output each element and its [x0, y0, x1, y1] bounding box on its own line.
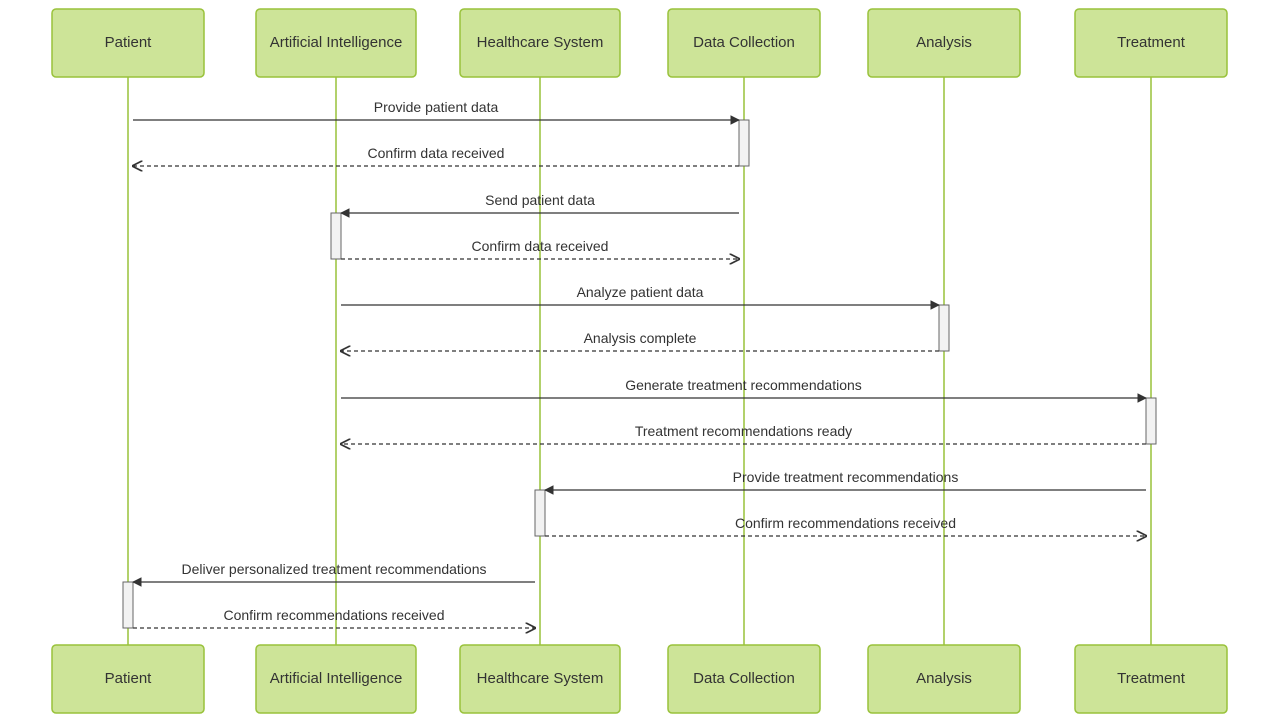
actor-label-ai: Artificial Intelligence	[270, 670, 403, 687]
actor-label-patient: Patient	[105, 670, 153, 687]
actor-label-treatment: Treatment	[1117, 34, 1186, 51]
actor-label-hs: Healthcare System	[477, 34, 604, 51]
actor-label-analysis: Analysis	[916, 670, 972, 687]
message-label-1: Confirm data received	[368, 145, 505, 161]
message-label-11: Confirm recommendations received	[224, 607, 445, 623]
message-label-3: Confirm data received	[472, 238, 609, 254]
activation-treatment-6	[1146, 398, 1156, 444]
actor-label-ai: Artificial Intelligence	[270, 34, 403, 51]
message-label-4: Analyze patient data	[577, 284, 704, 300]
message-label-8: Provide treatment recommendations	[733, 469, 959, 485]
actor-label-patient: Patient	[105, 34, 153, 51]
actor-label-analysis: Analysis	[916, 34, 972, 51]
activation-analysis-4	[939, 305, 949, 351]
activation-ai-2	[331, 213, 341, 259]
sequence-diagram: Provide patient data Confirm data receive…	[0, 0, 1280, 723]
activation-dc-0	[739, 120, 749, 166]
message-label-2: Send patient data	[485, 192, 595, 208]
message-label-10: Deliver personalized treatment recommend…	[181, 561, 486, 577]
actor-label-dc: Data Collection	[693, 670, 795, 687]
actor-label-dc: Data Collection	[693, 34, 795, 51]
message-label-5: Analysis complete	[584, 330, 697, 346]
message-label-6: Generate treatment recommendations	[625, 377, 862, 393]
message-label-9: Confirm recommendations received	[735, 515, 956, 531]
message-label-0: Provide patient data	[374, 99, 499, 115]
activation-hs-8	[535, 490, 545, 536]
activation-patient-10	[123, 582, 133, 628]
actor-label-hs: Healthcare System	[477, 670, 604, 687]
actor-label-treatment: Treatment	[1117, 670, 1186, 687]
message-label-7: Treatment recommendations ready	[635, 423, 852, 439]
